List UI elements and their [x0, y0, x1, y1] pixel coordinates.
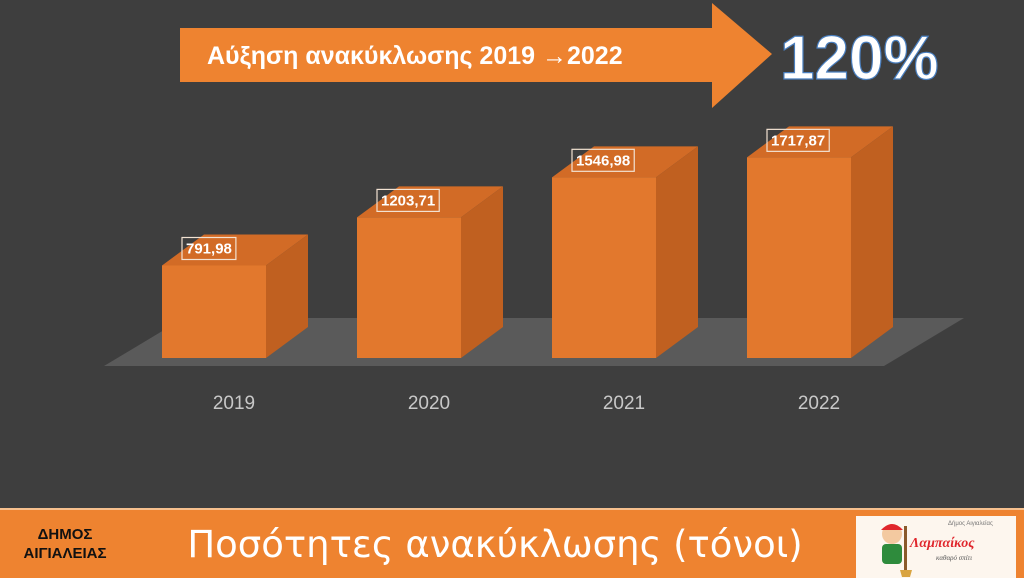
footer-bar: ΔΗΜΟΣ ΑΙΓΙΑΛΕΙΑΣ Ποσότητες ανακύκλωσης (…: [0, 508, 1024, 578]
data-label-box: [766, 128, 830, 152]
chart: Αύξηση ανακύκλωσης 2019 →2022 120% 791,9…: [104, 3, 964, 414]
bar-top: [747, 126, 893, 158]
bar-front: [552, 177, 656, 358]
bar-side: [656, 146, 698, 358]
municipality-line-1: ΔΗΜΟΣ: [37, 526, 93, 543]
x-tick-2022: 2022: [798, 393, 840, 414]
x-tick-2020: 2020: [408, 393, 450, 414]
municipality-line-2: ΑΙΓΙΑΛΕΙΑΣ: [23, 545, 107, 562]
footer-title: Ποσότητες ανακύκλωσης (τόνοι): [187, 522, 803, 566]
bar-front: [162, 265, 266, 358]
logo-name: Λαμπαίκος: [910, 536, 975, 551]
data-label-text: 1546,98: [576, 152, 630, 169]
x-tick-2021: 2021: [603, 393, 645, 414]
bar-2020: [357, 186, 503, 358]
bar-top: [162, 234, 308, 266]
banner-arrow-shape: [180, 3, 772, 108]
data-label-text: 1717,87: [771, 132, 825, 149]
data-label-2022: 1717,87: [766, 128, 830, 152]
bar-top: [357, 186, 503, 218]
lampaikos-logo: Δήμος Αιγιαλείας Λαμπαίκος καθαρό σπίτι: [856, 516, 1016, 578]
mascot-icon: [881, 524, 912, 577]
data-label-box: [181, 236, 237, 261]
municipality-name: ΔΗΜΟΣ ΑΙΓΙΑΛΕΙΑΣ: [0, 510, 130, 578]
logo-tagline: καθαρό σπίτι: [936, 554, 973, 562]
bar-side: [461, 186, 503, 358]
bar-side: [266, 234, 308, 358]
logo-caption: Δήμος Αιγιαλείας: [948, 521, 993, 527]
bar-2021: [552, 146, 698, 358]
data-label-2021: 1546,98: [571, 148, 635, 172]
growth-percent: 120%: [780, 24, 939, 93]
bar-side: [851, 126, 893, 358]
data-label-2020: 1203,71: [376, 188, 440, 213]
banner-text: Αύξηση ανακύκλωσης 2019 →2022: [207, 42, 623, 70]
bar-front: [357, 217, 461, 358]
data-label-text: 791,98: [186, 240, 232, 257]
bar-2019: [162, 234, 308, 358]
data-label-box: [376, 188, 440, 213]
bar-2022: [747, 126, 893, 358]
data-label-2019: 791,98: [181, 236, 237, 261]
bar-top: [552, 146, 698, 178]
data-label-text: 1203,71: [381, 192, 435, 209]
x-tick-2019: 2019: [213, 393, 255, 414]
data-label-box: [571, 148, 635, 172]
bar-front: [747, 157, 851, 358]
